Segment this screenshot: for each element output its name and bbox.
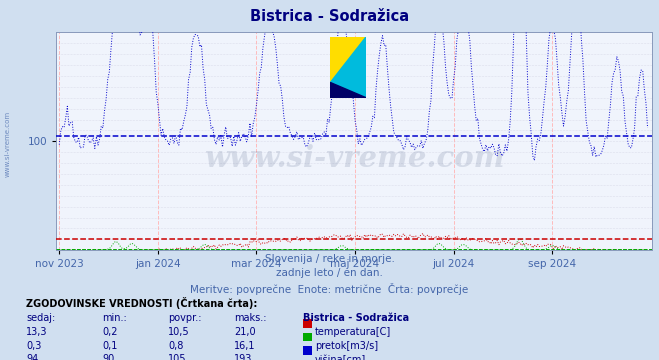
Text: 0,8: 0,8 xyxy=(168,341,183,351)
Text: 0,3: 0,3 xyxy=(26,341,42,351)
Text: zadnje leto / en dan.: zadnje leto / en dan. xyxy=(276,268,383,278)
Polygon shape xyxy=(330,82,366,98)
Text: temperatura[C]: temperatura[C] xyxy=(315,327,391,337)
Text: sedaj:: sedaj: xyxy=(26,313,55,323)
Text: povpr.:: povpr.: xyxy=(168,313,202,323)
Text: višina[cm]: višina[cm] xyxy=(315,354,366,360)
Polygon shape xyxy=(330,37,366,98)
Text: 13,3: 13,3 xyxy=(26,327,48,337)
Text: Bistrica - Sodražica: Bistrica - Sodražica xyxy=(250,9,409,24)
Text: Meritve: povprečne  Enote: metrične  Črta: povprečje: Meritve: povprečne Enote: metrične Črta:… xyxy=(190,283,469,294)
Text: 0,1: 0,1 xyxy=(102,341,117,351)
Polygon shape xyxy=(330,37,366,82)
Text: 105: 105 xyxy=(168,354,186,360)
Text: pretok[m3/s]: pretok[m3/s] xyxy=(315,341,378,351)
Text: www.si-vreme.com: www.si-vreme.com xyxy=(204,144,504,173)
Text: Bistrica - Sodražica: Bistrica - Sodražica xyxy=(303,313,409,323)
Text: 90: 90 xyxy=(102,354,115,360)
Text: 193: 193 xyxy=(234,354,252,360)
Text: ZGODOVINSKE VREDNOSTI (Črtkana črta):: ZGODOVINSKE VREDNOSTI (Črtkana črta): xyxy=(26,297,258,309)
Text: 16,1: 16,1 xyxy=(234,341,256,351)
Text: 10,5: 10,5 xyxy=(168,327,190,337)
Text: 94: 94 xyxy=(26,354,39,360)
Text: min.:: min.: xyxy=(102,313,127,323)
Text: 21,0: 21,0 xyxy=(234,327,256,337)
Text: Slovenija / reke in morje.: Slovenija / reke in morje. xyxy=(264,254,395,264)
Text: 0,2: 0,2 xyxy=(102,327,118,337)
Text: maks.:: maks.: xyxy=(234,313,266,323)
Text: www.si-vreme.com: www.si-vreme.com xyxy=(5,111,11,177)
